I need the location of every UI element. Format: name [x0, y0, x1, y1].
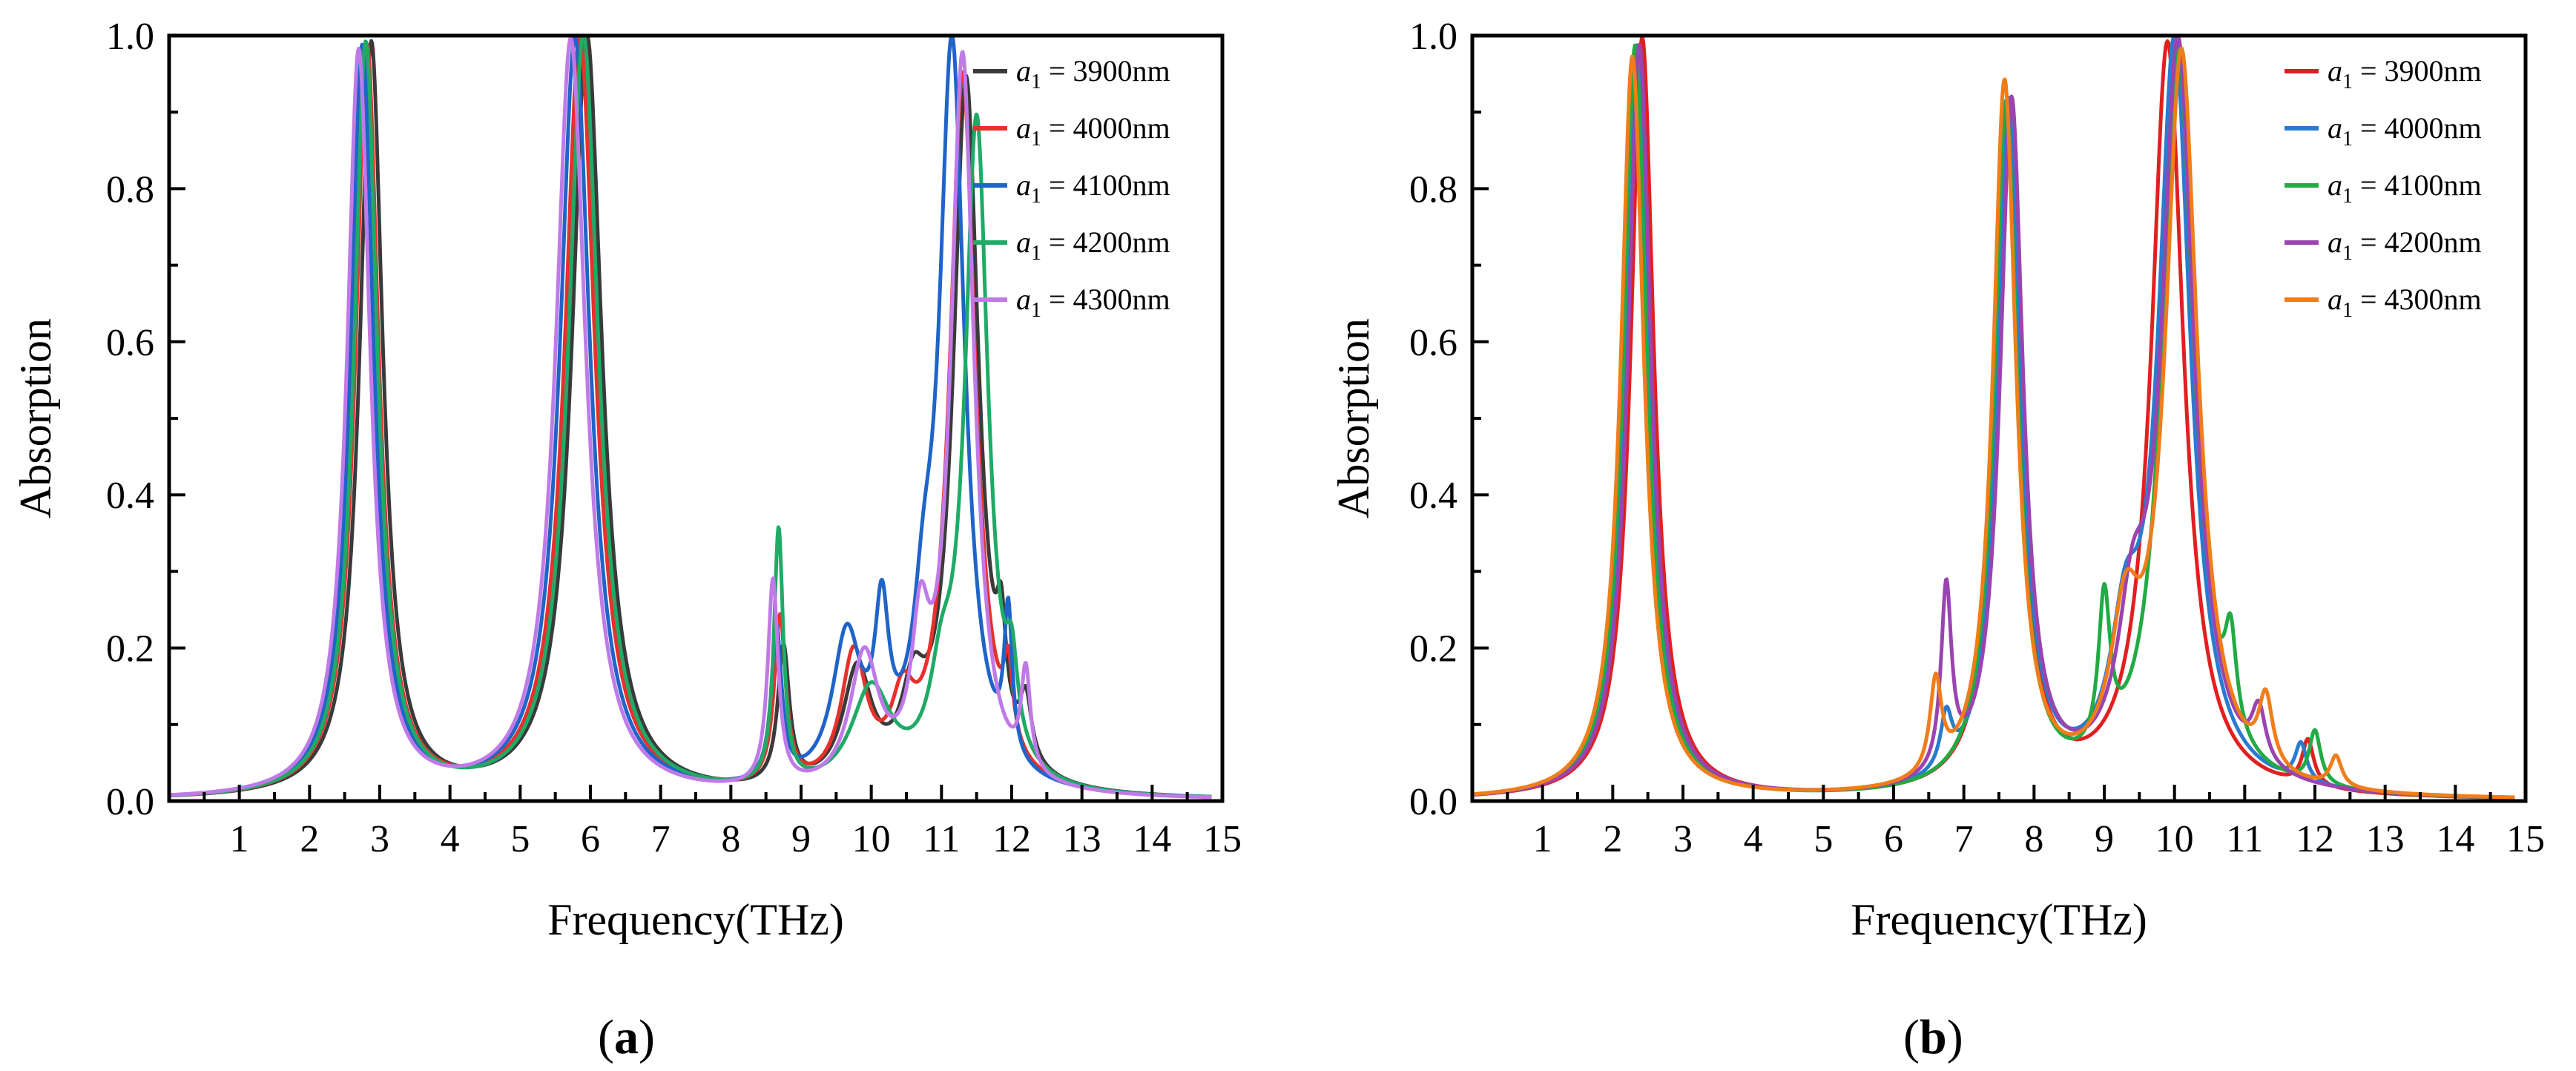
x-tick-label-b: 8	[2024, 818, 2043, 860]
x-tick-label-a: 8	[721, 818, 740, 860]
legend-a: a1 = 3900nm a1 = 4000nm a1 = 4100nm a1 = 42…	[973, 54, 1170, 322]
legend-label-a-4: a1 = 4300nm	[1016, 283, 1170, 322]
ticks-a: 1 2 3 4 5 6 7 8 9 10 11 12 13 14 150.00.20.40.60.81.0	[106, 16, 1242, 860]
legend-label-a-0: a1 = 3900nm	[1016, 54, 1170, 93]
series-line-b-3	[1471, 35, 2516, 800]
x-tick-label-a: 15	[1203, 818, 1242, 860]
y-tick-label-a: 0.8	[106, 168, 154, 211]
y-tick-label-b: 0.0	[1409, 781, 1457, 823]
x-axis-title-a: Frequency(THz)	[547, 895, 844, 944]
x-tick-label-a: 10	[852, 818, 891, 860]
x-tick-label-a: 1	[230, 818, 249, 860]
legend-label-b-1: a1 = 4000nm	[2328, 111, 2482, 151]
x-tick-label-b: 9	[2095, 818, 2114, 860]
y-axis-title-a: Absorption	[11, 318, 60, 518]
legend-label-b-2: a1 = 4100nm	[2328, 168, 2482, 208]
series-line-b-2	[1471, 43, 2516, 800]
x-tick-label-a: 4	[441, 818, 460, 860]
y-tick-label-a: 1.0	[106, 16, 154, 58]
x-tick-label-a: 7	[651, 818, 671, 860]
y-tick-label-b: 0.2	[1409, 628, 1457, 670]
x-tick-label-a: 14	[1133, 818, 1171, 860]
legend-b: a1 = 3900nm a1 = 4000nm a1 = 4100nm a1 = 42…	[2285, 54, 2482, 322]
y-tick-label-a: 0.4	[106, 475, 154, 517]
legend-label-b-3: a1 = 4200nm	[2328, 225, 2482, 265]
x-tick-label-a: 2	[300, 818, 319, 860]
x-tick-label-b: 4	[1744, 818, 1763, 860]
x-tick-label-b: 7	[1954, 818, 1974, 860]
x-tick-label-b: 2	[1603, 818, 1622, 860]
x-tick-label-b: 5	[1814, 818, 1833, 860]
legend-label-a-3: a1 = 4200nm	[1016, 225, 1170, 265]
x-tick-label-a: 11	[923, 818, 960, 860]
x-tick-label-b: 3	[1673, 818, 1693, 860]
legend-label-a-2: a1 = 4100nm	[1016, 168, 1170, 208]
x-tick-label-b: 10	[2155, 818, 2194, 860]
curves-b	[1471, 35, 2516, 800]
panel-letter-a: a	[614, 1010, 639, 1064]
x-tick-label-b: 15	[2506, 818, 2545, 860]
series-line-a-2	[168, 35, 1213, 799]
y-tick-label-a: 0.0	[106, 781, 154, 823]
chart-panel-a: 1 2 3 4 5 6 7 8 9 10 11 12 13 14 150.00.20.40.60.81.0 …	[11, 16, 1242, 1064]
x-tick-label-a: 13	[1063, 818, 1101, 860]
curves-a	[168, 35, 1213, 800]
x-tick-label-b: 6	[1884, 818, 1903, 860]
x-tick-label-b: 14	[2436, 818, 2474, 860]
panel-letter-b: b	[1920, 1010, 1947, 1064]
y-tick-label-b: 0.8	[1409, 168, 1457, 211]
x-tick-label-a: 3	[370, 818, 389, 860]
x-tick-label-b: 13	[2366, 818, 2405, 860]
legend-label-b-0: a1 = 3900nm	[2328, 54, 2482, 93]
y-axis-title-b: Absorption	[1329, 318, 1378, 518]
x-tick-label-b: 11	[2226, 818, 2263, 860]
x-tick-label-b: 1	[1533, 818, 1552, 860]
x-tick-label-a: 6	[581, 818, 600, 860]
y-tick-label-a: 0.6	[106, 322, 154, 364]
y-tick-label-a: 0.2	[106, 628, 154, 670]
legend-label-b-4: a1 = 4300nm	[2328, 283, 2482, 322]
y-tick-label-b: 1.0	[1409, 16, 1457, 58]
x-tick-label-a: 9	[791, 818, 811, 860]
x-tick-label-a: 12	[992, 818, 1031, 860]
x-tick-label-b: 12	[2296, 818, 2334, 860]
ticks-b: 1 2 3 4 5 6 7 8 9 10 11 12 13 14 150.00.20.40.60.81.0	[1409, 16, 2545, 860]
legend-label-a-1: a1 = 4000nm	[1016, 111, 1170, 151]
chart-panel-b: 1 2 3 4 5 6 7 8 9 10 11 12 13 14 150.00.20.40.60.81.0 …	[1329, 16, 2545, 1064]
x-axis-title-b: Frequency(THz)	[1851, 895, 2147, 944]
series-line-b-4	[1471, 46, 2516, 800]
panel-label-b: (b)	[1903, 1010, 1963, 1064]
y-tick-label-b: 0.4	[1409, 475, 1457, 517]
series-line-a-4	[168, 36, 1213, 800]
panel-label-a: (a)	[598, 1010, 655, 1064]
y-tick-label-b: 0.6	[1409, 322, 1457, 364]
x-tick-label-a: 5	[510, 818, 530, 860]
